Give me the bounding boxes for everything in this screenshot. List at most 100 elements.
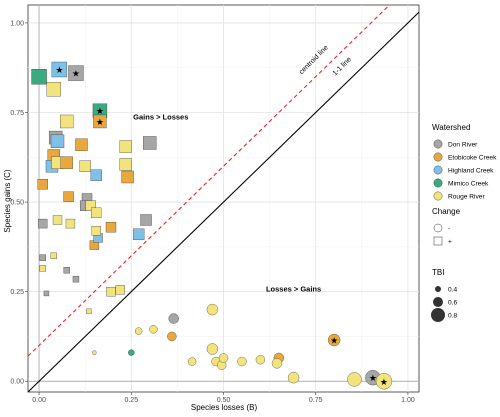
y-axis-title: Species gains (C) [3, 169, 12, 232]
data-point-square [38, 218, 48, 229]
data-point-square [132, 228, 145, 241]
legend-label-watershed: Highland Creek [448, 167, 494, 174]
data-point-circle [255, 355, 266, 365]
x-tick-label: 0.75 [309, 397, 323, 404]
legend-label-tbi: 0.6 [448, 299, 457, 306]
legend-size-swatch [435, 286, 441, 292]
significance-star: ★ [369, 374, 377, 384]
data-point-circle [187, 357, 197, 366]
legend-swatch-watershed [433, 165, 443, 175]
legend-size-swatch [431, 308, 445, 322]
data-point-square [105, 221, 117, 233]
data-point-square [68, 65, 84, 81]
data-point-circle [128, 349, 135, 356]
data-point-square [65, 218, 76, 229]
data-point-square [93, 114, 107, 129]
data-point-circle [237, 356, 247, 367]
y-tick-label: 1.00 [10, 20, 24, 27]
data-point-circle [218, 353, 229, 363]
data-point-square [140, 214, 152, 226]
x-axis-ticks: 0.00 0.25 0.50 0.75 1.00 [32, 392, 415, 404]
legend-label-watershed: Rouge River [448, 193, 485, 200]
data-point-square [31, 68, 47, 85]
one-to-one-line [28, 11, 419, 392]
data-point-square [115, 285, 125, 295]
legend-label-watershed: Mimico Creek [448, 180, 489, 187]
data-point-circle [327, 333, 341, 347]
data-point-circle [92, 350, 97, 355]
legend-swatch-watershed [433, 152, 443, 162]
data-point-square [50, 252, 57, 260]
data-point-square [43, 290, 50, 297]
grid-lines [28, 5, 419, 392]
data-point-square [37, 178, 48, 190]
data-point-circle [149, 325, 158, 334]
legend-swatch-watershed [433, 191, 443, 201]
significance-star: ★ [96, 107, 104, 117]
y-tick-label: 0.00 [10, 379, 24, 386]
data-point-square [63, 266, 70, 274]
data-point-square [79, 160, 91, 172]
data-point-square [51, 61, 68, 78]
annotation-losses-gt-gains: Losses > Gains [266, 285, 321, 294]
legend-title-tbi: TBI [432, 268, 444, 277]
significance-star: ★ [380, 378, 388, 388]
significance-star: ★ [330, 337, 338, 347]
significance-star: ★ [96, 118, 104, 128]
legend-label-tbi: 0.8 [448, 312, 457, 319]
annotations: Gains > Losses Losses > Gains [133, 113, 321, 294]
data-point-circle [168, 313, 179, 324]
data-point-circle [287, 371, 300, 384]
data-point-circle [134, 327, 143, 335]
significance-star: ★ [72, 70, 80, 80]
data-point-square [50, 134, 65, 148]
data-point-square [85, 200, 96, 211]
y-tick-label: 0.25 [10, 289, 24, 296]
data-point-square [46, 82, 61, 97]
data-point-square [121, 170, 134, 184]
y-axis-ticks: 0.00 0.25 0.50 0.75 1.00 [10, 20, 28, 386]
legend-shape-square [433, 236, 443, 246]
data-point-circle [375, 373, 393, 390]
data-point-square [72, 275, 80, 283]
data-point-circle [271, 358, 283, 369]
data-point-square [90, 169, 102, 181]
x-tick-label: 0.50 [217, 397, 231, 404]
data-point-square [91, 226, 101, 236]
data-point-square [39, 265, 46, 272]
data-point-square [39, 254, 46, 261]
data-point-square [52, 215, 63, 225]
data-point-circle [206, 343, 219, 355]
data-point-square [75, 138, 88, 151]
data-point-square [60, 156, 73, 169]
data-point-square [91, 207, 102, 219]
data-point-circle [206, 303, 219, 316]
legend-title-watershed: Watershed [432, 123, 470, 132]
legend: Watershed Don River Etobicoke Creek Highlan… [431, 123, 497, 322]
x-tick-label: 1.00 [401, 397, 415, 404]
legend-label-change: + [448, 238, 452, 245]
data-point-square [119, 140, 132, 153]
data-point-circle [167, 331, 177, 342]
data-point-square [60, 114, 74, 129]
legend-label-watershed: Etobicoke Creek [448, 154, 497, 161]
x-tick-label: 0.25 [124, 397, 138, 404]
x-axis-title: Species losses (B) [191, 403, 258, 412]
annotation-gains-gt-losses: Gains > Losses [133, 113, 188, 122]
legend-title-change: Change [432, 207, 461, 216]
legend-swatch-watershed [433, 139, 443, 149]
significance-star: ★ [55, 66, 63, 76]
y-tick-label: 0.75 [10, 110, 24, 117]
legend-size-swatch [433, 297, 443, 307]
x-tick-label: 0.00 [32, 397, 46, 404]
data-points: ★ ★★★★★ ★ [31, 61, 393, 390]
data-point-circle [347, 372, 362, 387]
data-point-square [63, 191, 74, 202]
data-point-square [86, 308, 92, 315]
data-point-square [119, 158, 132, 171]
legend-label-watershed: Don River [448, 141, 478, 148]
y-tick-label: 0.50 [10, 199, 24, 206]
legend-swatch-watershed [433, 178, 443, 188]
